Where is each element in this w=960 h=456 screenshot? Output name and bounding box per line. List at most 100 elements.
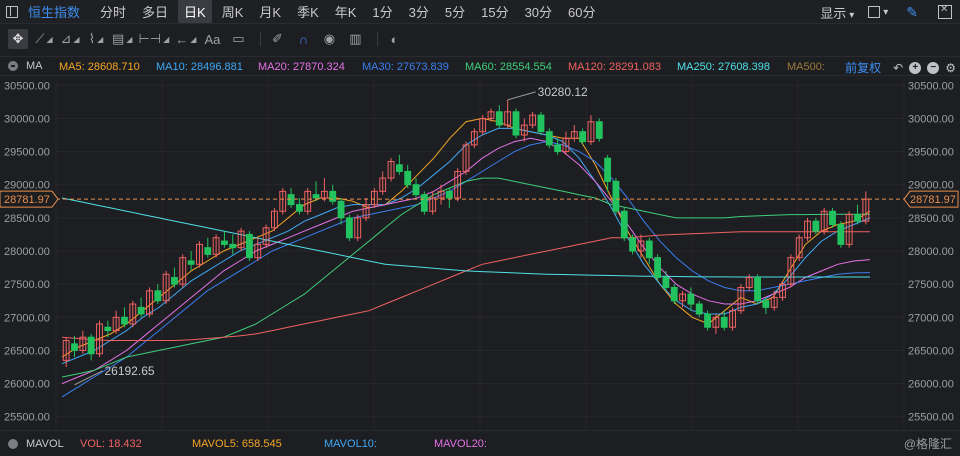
tab-5min[interactable]: 5分 bbox=[444, 5, 466, 20]
ray-tool-icon[interactable]: ⊿ ◢ bbox=[60, 31, 80, 46]
candle[interactable] bbox=[337, 197, 345, 225]
tab-30min[interactable]: 30分 bbox=[524, 5, 553, 20]
candle[interactable] bbox=[287, 188, 295, 208]
candle[interactable] bbox=[529, 111, 537, 129]
candle[interactable] bbox=[812, 217, 820, 235]
eye-icon[interactable]: ◉ bbox=[323, 31, 336, 46]
candle[interactable] bbox=[171, 267, 178, 288]
candle[interactable] bbox=[279, 188, 287, 215]
candle[interactable] bbox=[79, 330, 87, 354]
candle[interactable] bbox=[154, 284, 162, 305]
candle[interactable] bbox=[804, 217, 811, 242]
candle[interactable] bbox=[295, 197, 303, 215]
candle[interactable] bbox=[787, 254, 795, 288]
fib-tool-icon[interactable]: ▤ ◢ bbox=[112, 31, 133, 46]
candle[interactable] bbox=[754, 274, 761, 305]
candle[interactable] bbox=[362, 197, 370, 222]
mavol-label[interactable]: MAVOL bbox=[26, 437, 64, 450]
candle[interactable] bbox=[262, 224, 270, 248]
candle[interactable] bbox=[595, 118, 603, 142]
candle[interactable] bbox=[504, 99, 512, 129]
candle[interactable] bbox=[520, 118, 528, 142]
candle[interactable] bbox=[370, 188, 378, 208]
kline-chart[interactable]: 30500.00 30500.00 30000.00 30000.00 29500.00… bbox=[0, 76, 960, 430]
candle[interactable] bbox=[470, 128, 478, 149]
candle[interactable] bbox=[96, 320, 103, 358]
candle[interactable] bbox=[587, 115, 595, 145]
candle[interactable] bbox=[304, 188, 312, 215]
candle[interactable] bbox=[121, 307, 128, 328]
comment-tool-icon[interactable]: ▭ bbox=[232, 31, 245, 46]
candle[interactable] bbox=[404, 164, 412, 189]
candle[interactable] bbox=[695, 300, 703, 318]
candle[interactable] bbox=[479, 115, 487, 135]
candle[interactable] bbox=[662, 270, 670, 291]
candle[interactable] bbox=[737, 284, 745, 314]
candle[interactable] bbox=[354, 214, 362, 242]
candle[interactable] bbox=[562, 131, 570, 155]
candle[interactable] bbox=[612, 178, 620, 215]
text-tool-icon[interactable]: Aa bbox=[204, 31, 221, 47]
candle[interactable] bbox=[196, 241, 203, 268]
eraser-icon[interactable]: ✐ bbox=[271, 31, 283, 46]
candle[interactable] bbox=[420, 191, 428, 215]
tab-yearly-k[interactable]: 年K bbox=[334, 5, 357, 20]
candle[interactable] bbox=[495, 105, 503, 129]
candle[interactable] bbox=[729, 307, 736, 331]
candle[interactable] bbox=[862, 191, 870, 225]
candle[interactable] bbox=[246, 231, 253, 261]
candle[interactable] bbox=[770, 290, 778, 311]
adjust-mode[interactable]: 前复权 bbox=[845, 61, 882, 75]
candle[interactable] bbox=[179, 254, 187, 288]
candle[interactable] bbox=[704, 310, 711, 331]
candle[interactable] bbox=[387, 158, 395, 182]
display-dropdown[interactable]: 显示 bbox=[820, 3, 854, 22]
candle[interactable] bbox=[454, 168, 462, 202]
candle[interactable] bbox=[820, 207, 828, 235]
candle[interactable] bbox=[445, 188, 453, 208]
candle[interactable] bbox=[87, 333, 95, 361]
candle[interactable] bbox=[112, 310, 120, 334]
candle[interactable] bbox=[854, 204, 861, 225]
candle[interactable] bbox=[487, 108, 495, 122]
layout-checkbox[interactable] bbox=[868, 6, 881, 18]
candle[interactable] bbox=[437, 184, 445, 205]
tab-monthly-k[interactable]: 月K bbox=[259, 5, 282, 20]
candle[interactable] bbox=[512, 108, 520, 139]
candle[interactable] bbox=[137, 297, 145, 318]
candle[interactable] bbox=[645, 237, 653, 265]
candle[interactable] bbox=[270, 207, 278, 232]
undo-icon[interactable]: ↶ bbox=[893, 60, 904, 75]
candle[interactable] bbox=[554, 138, 562, 155]
pen-icon[interactable]: ✎ bbox=[906, 3, 918, 20]
candle[interactable] bbox=[462, 141, 470, 175]
add-indicator-icon[interactable]: + bbox=[909, 61, 922, 74]
tab-weekly-k[interactable]: 周K bbox=[221, 5, 244, 20]
candle[interactable] bbox=[679, 290, 686, 308]
candle[interactable] bbox=[71, 335, 78, 358]
candle[interactable] bbox=[537, 111, 545, 135]
tab-3min[interactable]: 3分 bbox=[408, 5, 429, 20]
candle[interactable] bbox=[129, 300, 137, 328]
close-box-icon[interactable] bbox=[938, 4, 952, 19]
toggle-icon[interactable]: ◐ bbox=[390, 31, 399, 47]
candle[interactable] bbox=[779, 280, 786, 301]
collapse-ma-icon[interactable] bbox=[8, 61, 18, 71]
candle[interactable] bbox=[604, 154, 612, 192]
candle[interactable] bbox=[187, 251, 195, 271]
candle[interactable] bbox=[654, 254, 662, 281]
wave-tool-icon[interactable]: ⌇ ◢ bbox=[88, 31, 104, 46]
candle[interactable] bbox=[762, 297, 770, 314]
tab-15min[interactable]: 15分 bbox=[481, 5, 509, 20]
tab-1min[interactable]: 1分 bbox=[372, 5, 393, 20]
candle[interactable] bbox=[320, 178, 328, 202]
tab-multiday[interactable]: 多日 bbox=[142, 5, 169, 20]
candle[interactable] bbox=[62, 337, 70, 368]
candle[interactable] bbox=[104, 320, 112, 338]
candle[interactable] bbox=[204, 237, 212, 258]
tab-quarterly-k[interactable]: 季K bbox=[297, 5, 319, 20]
candle[interactable] bbox=[829, 207, 836, 228]
candle[interactable] bbox=[254, 237, 262, 261]
candle[interactable] bbox=[687, 287, 695, 311]
candle[interactable] bbox=[237, 227, 245, 252]
